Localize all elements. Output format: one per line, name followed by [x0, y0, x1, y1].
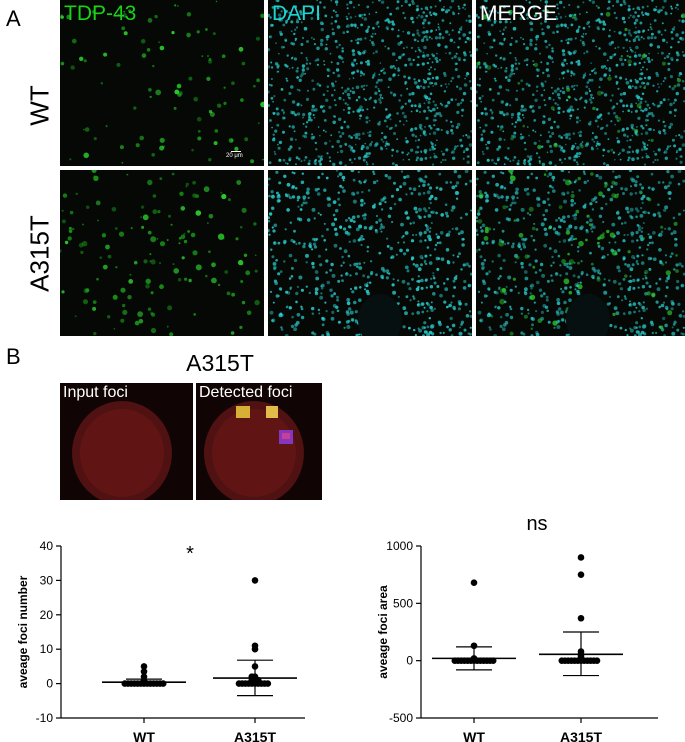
image-wt-tdp43: TDP-43 20 μm	[60, 0, 264, 166]
x-tick-label: WT	[133, 729, 155, 742]
x-tick-label: A315T	[560, 729, 602, 742]
significance-label: *	[186, 543, 194, 565]
data-point	[470, 579, 478, 586]
y-tick-label: -10	[36, 711, 54, 725]
foci-title: A315T	[186, 350, 254, 376]
image-wt-dapi: DAPI	[268, 0, 472, 166]
y-tick-label: 40	[40, 539, 54, 553]
panel-a-letter: A	[6, 6, 21, 31]
input-foci-label: Input foci	[63, 384, 128, 401]
y-tick-label: 0	[46, 677, 53, 691]
image-a315t-dapi	[268, 170, 472, 336]
data-point	[235, 680, 243, 687]
detected-foci-label: Detected foci	[199, 384, 293, 401]
series-WT	[102, 663, 186, 687]
significance-label: ns	[526, 513, 547, 535]
channel-label-tdp43: TDP-43	[64, 2, 137, 25]
series-A315T	[539, 554, 623, 677]
y-tick-label: 10	[40, 642, 54, 656]
y-tick-label: 20	[40, 608, 54, 622]
data-point	[251, 642, 259, 650]
data-point	[251, 577, 259, 584]
data-point	[140, 663, 148, 670]
channel-label-merge: MERGE	[480, 2, 558, 25]
x-tick-label: A315T	[234, 729, 276, 742]
channel-label-dapi: DAPI	[272, 2, 322, 25]
data-point	[577, 554, 585, 561]
series-A315T	[213, 577, 297, 697]
y-tick-label: 1000	[386, 539, 413, 553]
data-point	[577, 571, 585, 578]
chart-foci-area: -500 0 500 1000 WT A315T aveage foci area ns	[376, 513, 658, 742]
image-wt-merge: MERGE	[476, 0, 685, 166]
y-axis-label: aveage foci number	[16, 575, 30, 688]
data-point	[577, 614, 585, 622]
detected-foci-image: Detected foci	[196, 383, 322, 500]
data-point	[248, 673, 256, 681]
y-tick-label: 500	[393, 596, 413, 610]
y-tick-label: 0	[406, 654, 413, 668]
scale-bar-label: 20 μm	[226, 153, 243, 159]
data-point	[264, 680, 272, 687]
series-WT	[432, 579, 516, 671]
data-point	[140, 668, 148, 675]
y-tick-label: 30	[40, 573, 54, 587]
row-label-a315t: A315T	[24, 215, 55, 292]
y-tick-label: -500	[389, 711, 413, 725]
image-a315t-merge	[476, 170, 685, 336]
scale-bar	[231, 151, 241, 152]
data-point	[593, 657, 601, 664]
panel-b-letter: B	[6, 344, 21, 369]
data-point	[140, 673, 148, 681]
chart-foci-number: -10 0 10 20 30 40 WT A315T aveage foci number *	[16, 539, 305, 742]
y-axis-label: aveage foci area	[376, 585, 390, 679]
x-tick-label: WT	[463, 729, 485, 742]
input-foci-image: Input foci	[60, 383, 193, 500]
image-a315t-tdp43	[60, 170, 264, 336]
row-label-wt: WT	[24, 85, 55, 126]
data-point	[558, 657, 566, 664]
